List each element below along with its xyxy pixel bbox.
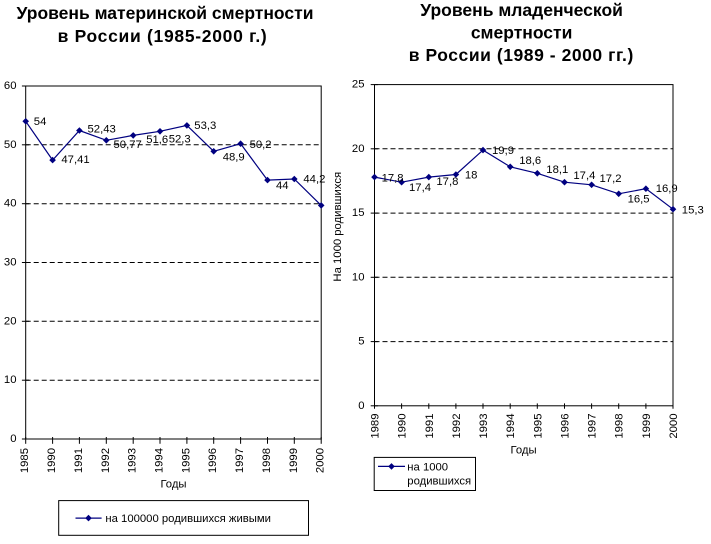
svg-text:15: 15 — [352, 207, 365, 219]
svg-text:1996: 1996 — [207, 448, 219, 473]
svg-text:на 1000: на 1000 — [407, 461, 448, 473]
svg-text:17,4: 17,4 — [573, 170, 595, 182]
svg-text:16,5: 16,5 — [628, 193, 650, 205]
svg-text:5: 5 — [358, 336, 364, 348]
svg-text:1993: 1993 — [478, 414, 490, 439]
svg-text:20: 20 — [352, 143, 365, 155]
svg-text:17,8: 17,8 — [382, 173, 404, 185]
svg-text:Уровень младенческой: Уровень младенческой — [420, 0, 623, 20]
svg-text:2000: 2000 — [315, 448, 327, 473]
svg-text:1994: 1994 — [505, 414, 517, 439]
svg-text:1991: 1991 — [424, 414, 436, 439]
svg-text:1994: 1994 — [154, 448, 166, 473]
svg-text:смертности: смертности — [471, 22, 573, 42]
svg-text:1990: 1990 — [46, 448, 58, 473]
svg-text:1989: 1989 — [370, 414, 382, 439]
svg-text:1992: 1992 — [451, 414, 463, 439]
svg-text:18: 18 — [465, 169, 478, 181]
svg-text:1990: 1990 — [397, 414, 409, 439]
svg-text:48,9: 48,9 — [223, 151, 245, 163]
svg-text:2000: 2000 — [668, 414, 680, 439]
svg-text:50,2: 50,2 — [250, 139, 272, 151]
svg-text:20: 20 — [4, 315, 17, 327]
svg-text:16,9: 16,9 — [656, 183, 678, 195]
svg-text:47,41: 47,41 — [61, 154, 89, 166]
svg-text:0: 0 — [358, 400, 364, 412]
svg-text:Годы: Годы — [160, 479, 186, 491]
svg-text:52,3: 52,3 — [169, 134, 191, 146]
svg-text:52,43: 52,43 — [88, 123, 116, 135]
svg-text:17,8: 17,8 — [436, 176, 458, 188]
svg-text:1996: 1996 — [560, 414, 572, 439]
svg-text:1995: 1995 — [532, 414, 544, 439]
svg-text:17,2: 17,2 — [600, 173, 622, 185]
svg-text:50,77: 50,77 — [114, 139, 142, 151]
svg-text:1995: 1995 — [180, 448, 192, 473]
svg-text:1993: 1993 — [127, 448, 139, 473]
svg-text:60: 60 — [4, 80, 17, 92]
svg-text:30: 30 — [4, 257, 17, 269]
svg-text:44: 44 — [276, 180, 289, 192]
svg-text:17,4: 17,4 — [409, 182, 431, 194]
svg-text:1997: 1997 — [587, 414, 599, 439]
svg-text:1997: 1997 — [234, 448, 246, 473]
svg-text:1998: 1998 — [261, 448, 273, 473]
svg-text:1992: 1992 — [100, 448, 112, 473]
svg-text:1998: 1998 — [614, 414, 626, 439]
svg-text:18,1: 18,1 — [546, 164, 568, 176]
svg-text:в России (1989 - 2000 гг.): в России (1989 - 2000 гг.) — [409, 45, 634, 65]
svg-text:на 100000 родившихся живыми: на 100000 родившихся живыми — [105, 513, 271, 525]
svg-text:Годы: Годы — [511, 445, 537, 457]
svg-text:54: 54 — [34, 116, 47, 128]
svg-text:44,2: 44,2 — [303, 174, 325, 186]
svg-text:Уровень материнской смертности: Уровень материнской смертности — [17, 3, 314, 23]
svg-text:0: 0 — [10, 433, 16, 445]
svg-text:10: 10 — [4, 374, 17, 386]
svg-text:53,3: 53,3 — [194, 120, 216, 132]
svg-text:1999: 1999 — [288, 448, 300, 473]
svg-text:40: 40 — [4, 198, 17, 210]
svg-text:в России (1985-2000 г.): в России (1985-2000 г.) — [58, 26, 268, 46]
svg-text:25: 25 — [352, 79, 365, 91]
svg-text:На 1000 родившихся: На 1000 родившихся — [332, 172, 344, 282]
svg-text:50: 50 — [4, 139, 17, 151]
svg-text:18,6: 18,6 — [519, 155, 541, 167]
svg-text:1999: 1999 — [641, 414, 653, 439]
svg-text:19,9: 19,9 — [492, 145, 514, 157]
svg-text:1991: 1991 — [73, 448, 85, 473]
svg-text:1985: 1985 — [19, 448, 31, 473]
svg-text:51,6: 51,6 — [146, 134, 168, 146]
svg-text:родившихся: родившихся — [407, 475, 471, 487]
svg-text:10: 10 — [352, 271, 365, 283]
svg-text:15,3: 15,3 — [682, 204, 704, 216]
